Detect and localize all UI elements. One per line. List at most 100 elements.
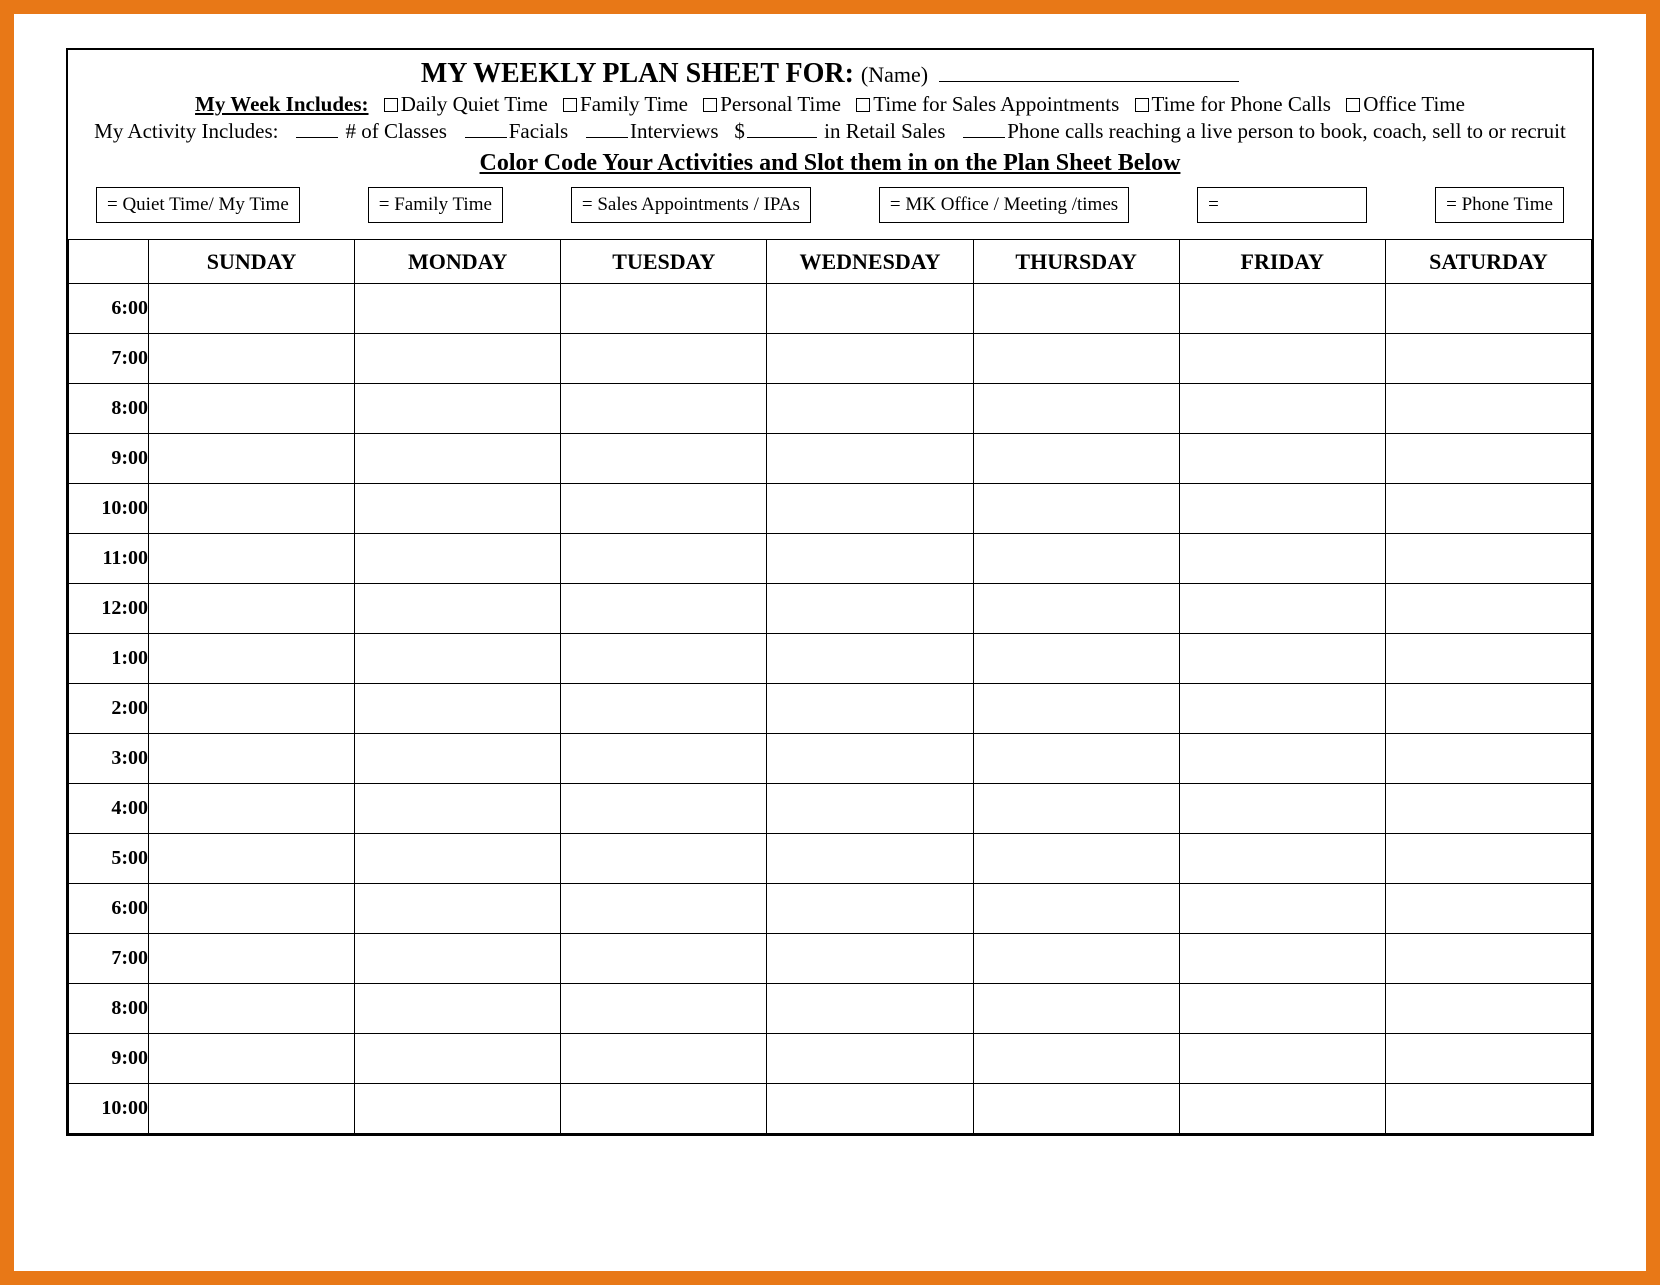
schedule-slot[interactable] (1179, 534, 1385, 584)
schedule-slot[interactable] (561, 1084, 767, 1134)
schedule-slot[interactable] (355, 634, 561, 684)
schedule-slot[interactable] (149, 334, 355, 384)
schedule-slot[interactable] (1385, 1084, 1591, 1134)
schedule-slot[interactable] (355, 784, 561, 834)
schedule-slot[interactable] (561, 384, 767, 434)
schedule-slot[interactable] (767, 934, 973, 984)
schedule-slot[interactable] (149, 934, 355, 984)
schedule-slot[interactable] (1385, 284, 1591, 334)
schedule-slot[interactable] (561, 584, 767, 634)
schedule-slot[interactable] (1179, 1034, 1385, 1084)
checkbox-icon[interactable] (384, 98, 398, 112)
schedule-slot[interactable] (1179, 334, 1385, 384)
blank-phone[interactable] (963, 137, 1005, 138)
schedule-slot[interactable] (561, 984, 767, 1034)
blank-facials[interactable] (465, 137, 507, 138)
schedule-slot[interactable] (973, 734, 1179, 784)
schedule-slot[interactable] (1179, 584, 1385, 634)
schedule-slot[interactable] (1179, 284, 1385, 334)
schedule-slot[interactable] (355, 484, 561, 534)
schedule-slot[interactable] (973, 1084, 1179, 1134)
schedule-slot[interactable] (561, 684, 767, 734)
schedule-slot[interactable] (149, 1084, 355, 1134)
schedule-slot[interactable] (767, 1034, 973, 1084)
schedule-slot[interactable] (1385, 734, 1591, 784)
schedule-slot[interactable] (973, 384, 1179, 434)
schedule-slot[interactable] (355, 334, 561, 384)
schedule-slot[interactable] (1385, 784, 1591, 834)
schedule-slot[interactable] (1179, 984, 1385, 1034)
schedule-slot[interactable] (1179, 434, 1385, 484)
schedule-slot[interactable] (561, 784, 767, 834)
schedule-slot[interactable] (973, 934, 1179, 984)
schedule-slot[interactable] (355, 834, 561, 884)
schedule-slot[interactable] (767, 384, 973, 434)
schedule-slot[interactable] (561, 284, 767, 334)
schedule-slot[interactable] (561, 634, 767, 684)
schedule-slot[interactable] (149, 684, 355, 734)
schedule-slot[interactable] (355, 884, 561, 934)
schedule-slot[interactable] (1179, 834, 1385, 884)
schedule-slot[interactable] (973, 684, 1179, 734)
schedule-slot[interactable] (973, 284, 1179, 334)
schedule-slot[interactable] (1385, 684, 1591, 734)
schedule-slot[interactable] (1385, 384, 1591, 434)
checkbox-icon[interactable] (563, 98, 577, 112)
schedule-slot[interactable] (149, 834, 355, 884)
schedule-slot[interactable] (1179, 934, 1385, 984)
schedule-slot[interactable] (1179, 634, 1385, 684)
schedule-slot[interactable] (767, 1084, 973, 1134)
schedule-slot[interactable] (973, 834, 1179, 884)
schedule-slot[interactable] (767, 884, 973, 934)
schedule-slot[interactable] (1179, 734, 1385, 784)
schedule-slot[interactable] (561, 934, 767, 984)
schedule-slot[interactable] (767, 534, 973, 584)
schedule-slot[interactable] (973, 334, 1179, 384)
schedule-slot[interactable] (149, 584, 355, 634)
schedule-slot[interactable] (149, 634, 355, 684)
schedule-slot[interactable] (1385, 534, 1591, 584)
name-blank-line[interactable] (939, 81, 1239, 82)
schedule-slot[interactable] (561, 734, 767, 784)
schedule-slot[interactable] (767, 434, 973, 484)
schedule-slot[interactable] (1385, 934, 1591, 984)
schedule-slot[interactable] (355, 384, 561, 434)
schedule-slot[interactable] (561, 1034, 767, 1084)
schedule-slot[interactable] (355, 1084, 561, 1134)
schedule-slot[interactable] (561, 884, 767, 934)
schedule-slot[interactable] (767, 734, 973, 784)
schedule-slot[interactable] (973, 1034, 1179, 1084)
schedule-slot[interactable] (355, 984, 561, 1034)
schedule-slot[interactable] (355, 284, 561, 334)
schedule-slot[interactable] (767, 984, 973, 1034)
schedule-slot[interactable] (355, 584, 561, 634)
schedule-slot[interactable] (1385, 434, 1591, 484)
schedule-slot[interactable] (561, 434, 767, 484)
schedule-slot[interactable] (355, 1034, 561, 1084)
schedule-slot[interactable] (1385, 584, 1591, 634)
blank-interviews[interactable] (586, 137, 628, 138)
schedule-slot[interactable] (355, 934, 561, 984)
schedule-slot[interactable] (149, 1034, 355, 1084)
schedule-slot[interactable] (973, 484, 1179, 534)
schedule-slot[interactable] (149, 284, 355, 334)
schedule-slot[interactable] (973, 784, 1179, 834)
legend-blank[interactable]: = (1197, 187, 1367, 223)
schedule-slot[interactable] (767, 784, 973, 834)
checkbox-icon[interactable] (1346, 98, 1360, 112)
schedule-slot[interactable] (767, 584, 973, 634)
schedule-slot[interactable] (1385, 334, 1591, 384)
schedule-slot[interactable] (149, 884, 355, 934)
schedule-slot[interactable] (1179, 884, 1385, 934)
schedule-slot[interactable] (1385, 884, 1591, 934)
schedule-slot[interactable] (973, 534, 1179, 584)
schedule-slot[interactable] (1179, 484, 1385, 534)
schedule-slot[interactable] (149, 384, 355, 434)
schedule-slot[interactable] (767, 634, 973, 684)
schedule-slot[interactable] (149, 434, 355, 484)
checkbox-icon[interactable] (703, 98, 717, 112)
schedule-slot[interactable] (767, 484, 973, 534)
schedule-slot[interactable] (973, 984, 1179, 1034)
schedule-slot[interactable] (355, 434, 561, 484)
schedule-slot[interactable] (561, 534, 767, 584)
